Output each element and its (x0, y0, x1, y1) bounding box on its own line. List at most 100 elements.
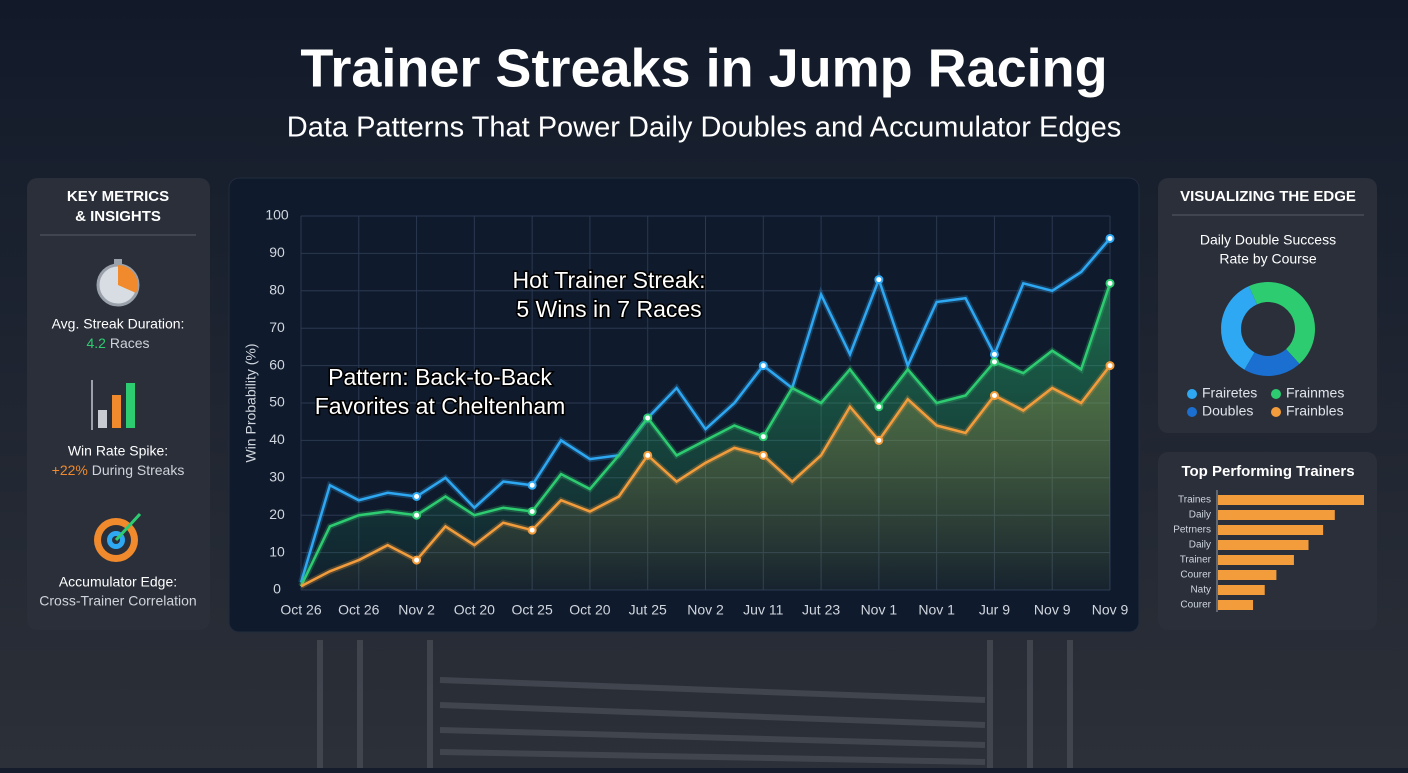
metric-value: 4.2 Races (86, 335, 149, 351)
annotation: Pattern: Back-to-Back (328, 364, 552, 390)
point (989, 391, 999, 401)
metric-number: 4.2 (86, 335, 106, 351)
x-tick-label: Jur 9 (979, 602, 1010, 618)
target-icon (94, 512, 142, 562)
bars-icon (91, 380, 135, 430)
x-tick-label: Nov 9 (1034, 602, 1071, 618)
y-tick-label: 10 (269, 543, 285, 559)
point (527, 525, 537, 535)
metric-detail: Cross-Trainer Correlation (39, 593, 196, 609)
point (1105, 233, 1115, 243)
legend-swatch (1271, 389, 1281, 399)
bar-label: Daily (1189, 540, 1211, 551)
y-tick-label: 90 (269, 244, 285, 260)
point (412, 492, 422, 501)
metric-label: Avg. Streak Duration: (52, 316, 185, 332)
point (1105, 361, 1115, 371)
legend-swatch (1187, 407, 1197, 417)
line (299, 237, 1111, 583)
bar-title: Top Performing Trainers (1181, 463, 1354, 480)
panel-title: KEY METRICS (67, 188, 169, 205)
point (758, 432, 768, 442)
point (989, 349, 999, 359)
bar (1218, 600, 1254, 610)
line (300, 364, 1111, 588)
x-tick-label: Oct 25 (512, 602, 553, 618)
y-axis-label: Win Probability (%) (243, 343, 259, 462)
subtitle: Data Patterns That Power Daily Doubles a… (287, 112, 1121, 144)
point (758, 361, 768, 371)
bar-label: Daily (1189, 510, 1211, 521)
point (989, 357, 999, 367)
x-tick-label: Oct 26 (338, 602, 379, 618)
stopwatch-icon (96, 259, 140, 307)
x-tick-label: Nov 2 (398, 602, 435, 618)
annotation: Hot Trainer Streak: (512, 267, 705, 293)
pie-slice (1248, 282, 1315, 364)
legend-swatch (1187, 389, 1197, 399)
area (301, 283, 1110, 590)
x-tick-label: Oct 26 (280, 602, 321, 618)
point (1105, 278, 1115, 288)
legend-label: Frairetes (1202, 385, 1257, 401)
pie-slice (1244, 349, 1300, 376)
y-tick-label: 80 (269, 282, 285, 298)
pie-slice (1221, 286, 1258, 370)
pie-title: Rate by Course (1219, 251, 1316, 267)
metric-label: Accumulator Edge: (59, 574, 177, 590)
y-tick-label: 50 (269, 394, 285, 410)
point (412, 510, 422, 520)
y-tick-label: 60 (269, 356, 285, 372)
point (527, 506, 537, 516)
y-tick-label: 70 (269, 319, 285, 335)
annotation: Favorites at Cheltenham (315, 393, 566, 419)
pie-title: Daily Double Success (1200, 232, 1336, 248)
x-tick-label: Nov 9 (1092, 602, 1129, 618)
x-tick-label: Juv 11 (743, 602, 783, 618)
x-tick-label: Oct 20 (454, 602, 495, 618)
y-tick-label: 20 (269, 506, 285, 522)
legend-swatch (1271, 407, 1281, 417)
line (299, 282, 1112, 587)
bar (1218, 570, 1277, 580)
point (874, 275, 884, 285)
x-tick-label: Nov 1 (918, 602, 955, 618)
y-tick-label: 40 (269, 431, 285, 447)
point (874, 435, 884, 445)
bar (1218, 525, 1324, 535)
bar (1218, 555, 1294, 565)
title: Trainer Streaks in Jump Racing (300, 38, 1107, 98)
bar-label: Petrners (1173, 525, 1211, 536)
point (527, 480, 537, 490)
panel-title: & INSIGHTS (75, 208, 161, 225)
metric-detail: During Streaks (92, 462, 185, 478)
point (643, 450, 653, 460)
point (412, 555, 422, 565)
metric-detail: Races (110, 335, 150, 351)
bar-label: Trainer (1180, 555, 1212, 566)
x-tick-label: Jut 23 (802, 602, 840, 618)
legend-label: Frainmes (1286, 385, 1344, 401)
fence-decoration (317, 640, 1073, 768)
point (758, 450, 768, 460)
point (643, 413, 653, 423)
y-tick-label: 30 (269, 469, 285, 485)
panel-title: VISUALIZING THE EDGE (1180, 188, 1356, 205)
y-tick-label: 100 (265, 207, 289, 223)
bar-label: Courer (1180, 600, 1211, 611)
x-tick-label: Nov 1 (861, 602, 898, 618)
metric-number: +22% (52, 462, 88, 478)
legend-label: Frainbles (1286, 403, 1344, 419)
y-tick-label: 0 (273, 581, 281, 597)
bar-label: Traines (1178, 495, 1211, 506)
point (874, 402, 884, 412)
legend-label: Doubles (1202, 403, 1253, 419)
bar (1218, 510, 1335, 520)
bar (1218, 495, 1364, 505)
bar-label: Naty (1190, 585, 1211, 596)
bar (1218, 540, 1309, 550)
x-tick-label: Nov 2 (687, 602, 724, 618)
x-tick-label: Oct 20 (569, 602, 610, 618)
